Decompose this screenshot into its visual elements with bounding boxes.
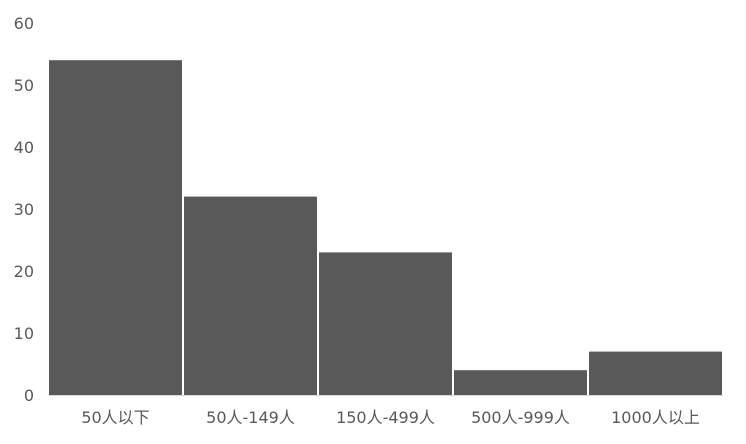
bars [49, 60, 722, 395]
x-tick-label: 500人-999人 [471, 408, 570, 427]
y-axis-ticks: 0 10 20 30 40 50 60 [14, 14, 34, 405]
y-tick-label: 10 [14, 324, 34, 343]
y-tick-label: 50 [14, 76, 34, 95]
x-tick-label: 50人以下 [81, 408, 149, 427]
y-tick-label: 20 [14, 262, 34, 281]
x-tick-label: 50人-149人 [206, 408, 295, 427]
bar [454, 370, 587, 395]
bar [589, 351, 722, 395]
bar [184, 196, 317, 395]
y-tick-label: 60 [14, 14, 34, 33]
x-tick-label: 1000人以上 [611, 408, 700, 427]
x-tick-label: 150人-499人 [336, 408, 435, 427]
x-axis-labels: 50人以下 50人-149人 150人-499人 500人-999人 1000人以上 [81, 408, 700, 427]
y-tick-label: 40 [14, 138, 34, 157]
y-tick-label: 0 [24, 386, 34, 405]
bar [49, 60, 182, 395]
bar [319, 252, 452, 395]
y-tick-label: 30 [14, 200, 34, 219]
